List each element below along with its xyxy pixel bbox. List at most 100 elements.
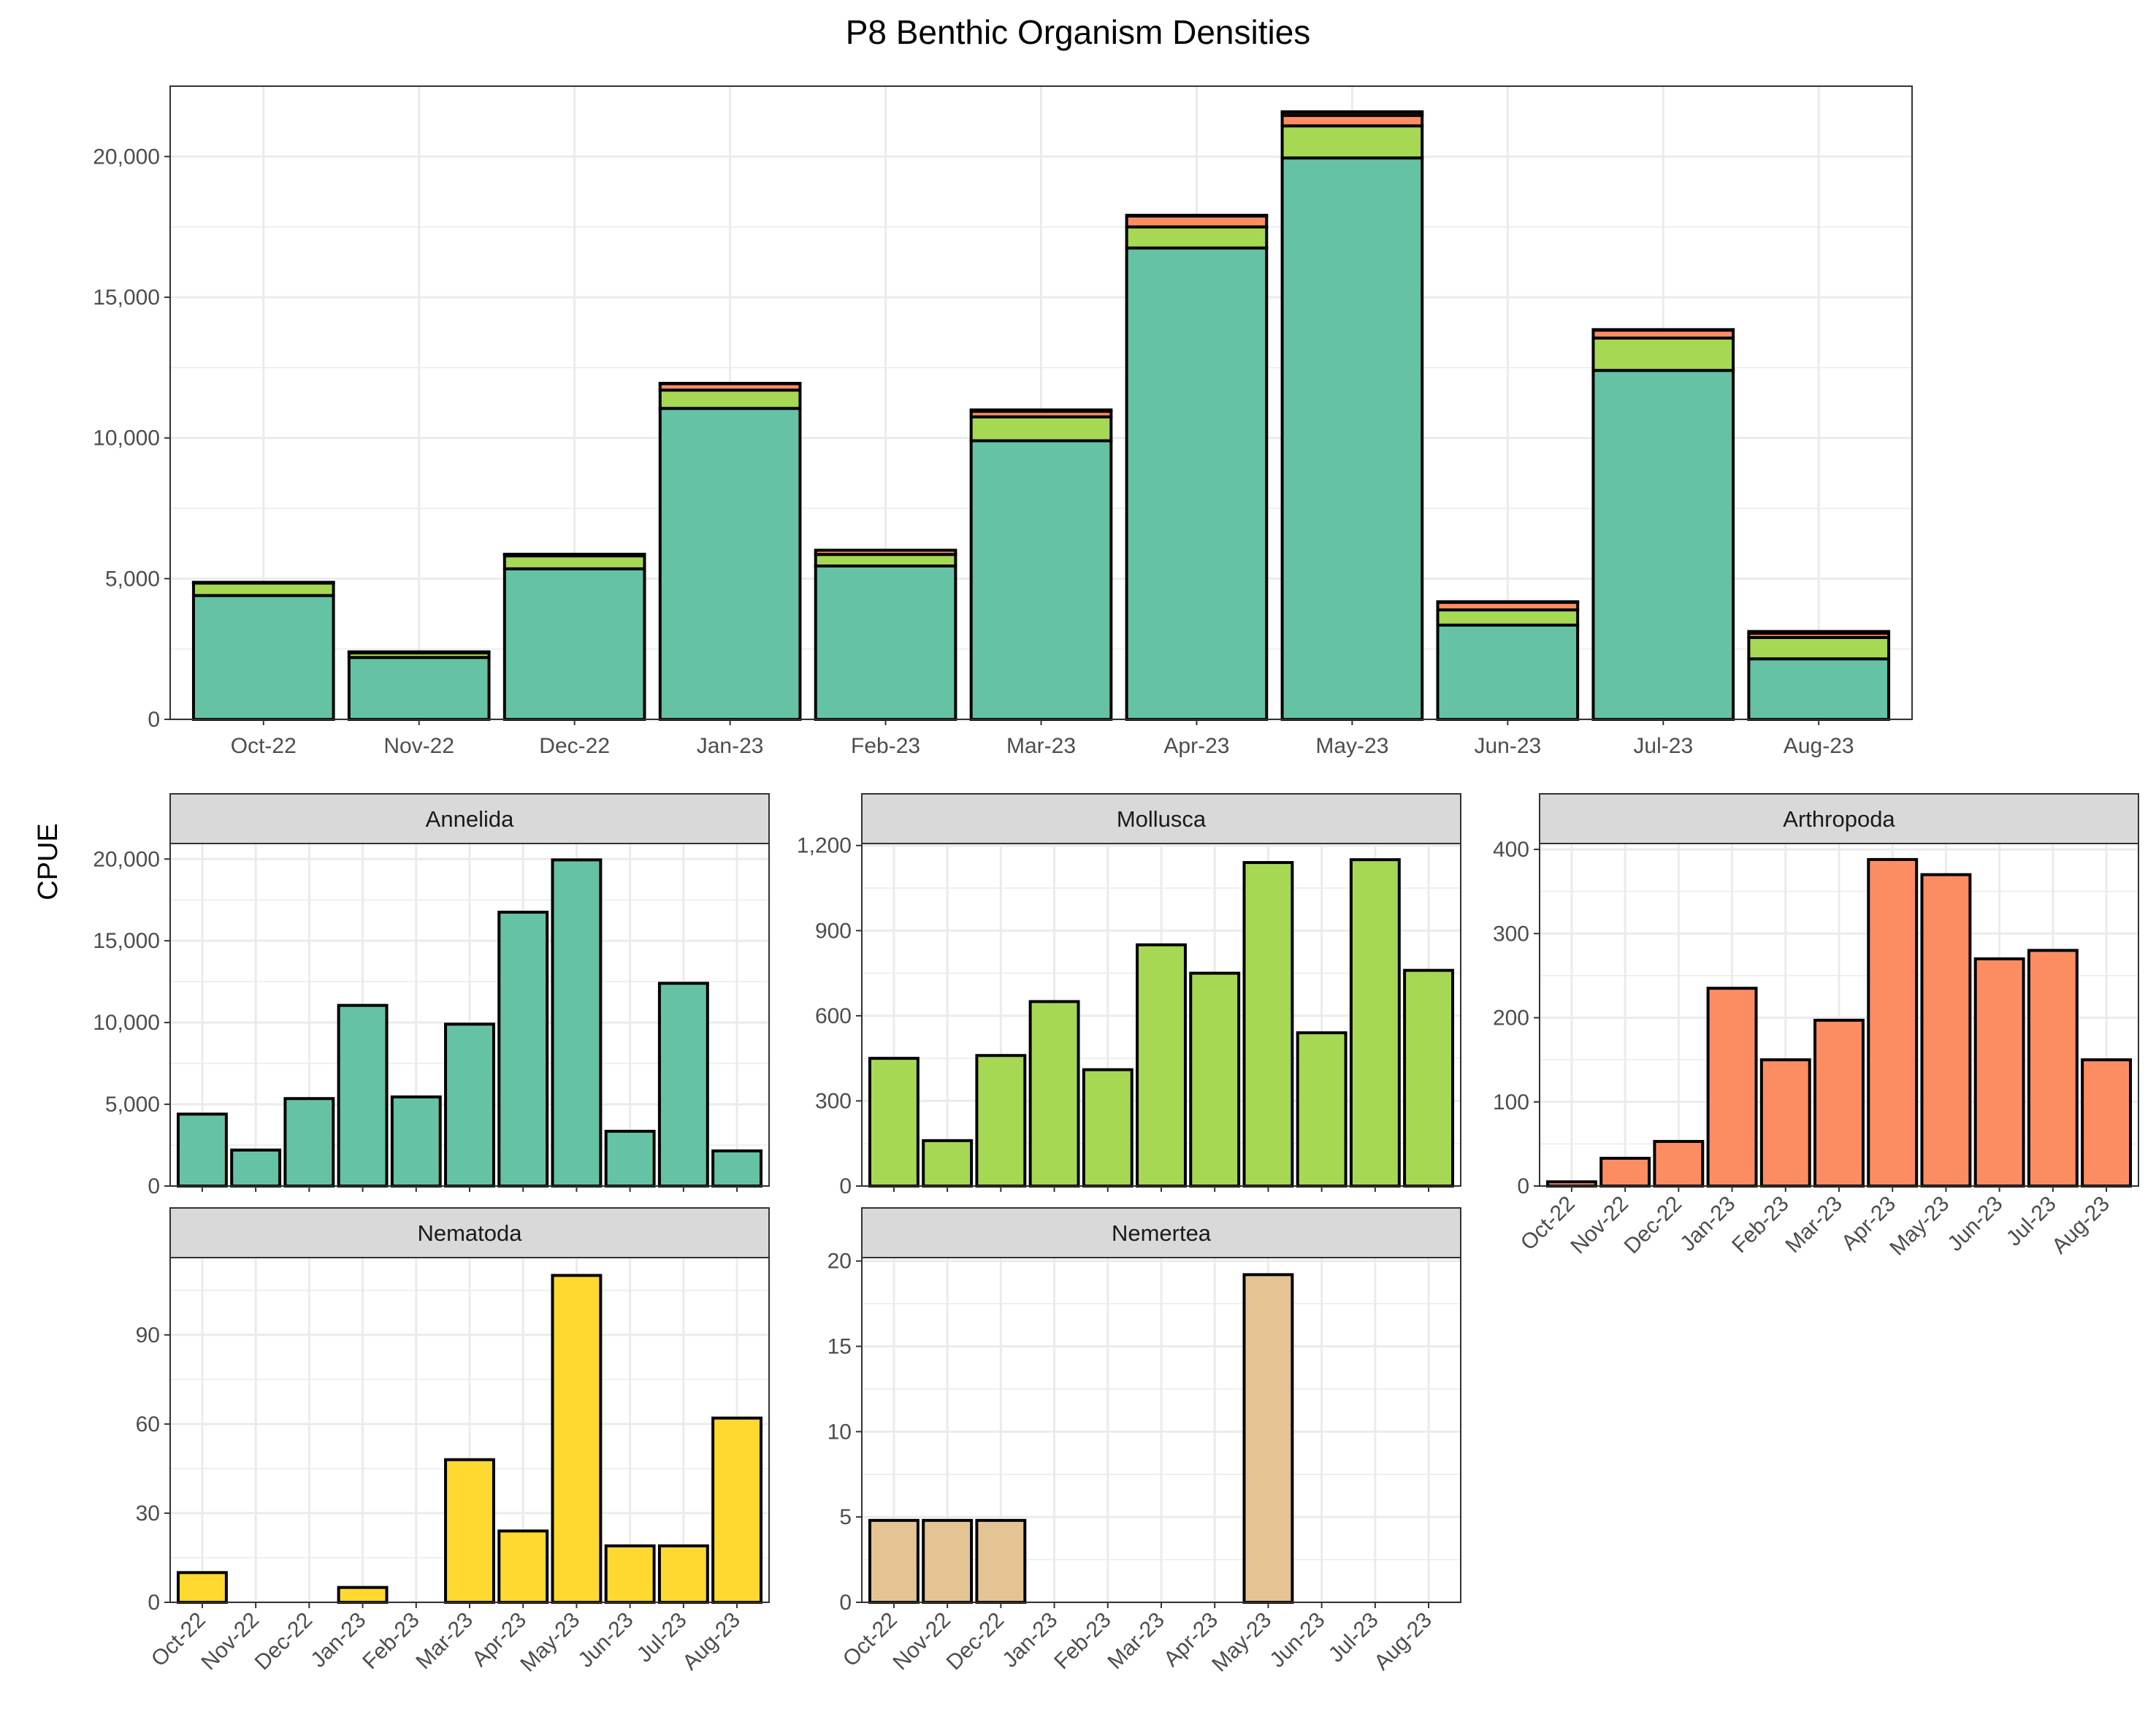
chart-title: P8 Benthic Organism Densities [846, 13, 1311, 51]
bar-nematoda-aug-23 [1747, 630, 1891, 635]
x-tick-label: Nov-22 [383, 734, 454, 758]
bar-jul-23 [657, 982, 709, 1188]
bar-arthropoda-apr-23 [1125, 214, 1269, 229]
x-tick-label: Jun-23 [1474, 734, 1541, 758]
y-tick-label: 30 [136, 1502, 160, 1526]
x-tick-label: Mar-23 [1103, 1608, 1169, 1675]
x-tick-label: Aug-23 [2047, 1192, 2114, 1259]
bar-dec-22 [283, 1097, 335, 1187]
bar-annelida-oct-22 [191, 594, 335, 721]
bar-mollusca-jul-23 [1591, 336, 1735, 372]
bar-mollusca-apr-23 [1125, 225, 1269, 250]
x-tick-label: Jan-23 [697, 734, 764, 758]
bar-mollusca-dec-22 [502, 554, 646, 570]
bar-annelida-dec-22 [502, 567, 646, 722]
bar-annelida-may-23 [1280, 156, 1424, 721]
bar-aug-23 [2081, 1058, 2133, 1188]
bar-mollusca-jan-23 [658, 389, 802, 410]
panel-mollusca: Mollusca 0 300 600 900 1,200 [797, 793, 1461, 1198]
y-axis-label: CPUE [33, 823, 64, 900]
bar-apr-23 [497, 1529, 549, 1604]
strip-background [1539, 793, 2139, 844]
y-tick-label: 20,000 [93, 145, 160, 169]
bar-oct-22 [176, 1571, 228, 1604]
y-tick-label: 0 [1517, 1174, 1529, 1198]
bar-annelida-mar-23 [969, 439, 1113, 722]
panel-annelida: Annelida 0 5,000 10,000 15,000 20,000 [93, 793, 770, 1198]
bar-mollusca-aug-23 [1747, 635, 1891, 661]
panel-nematoda: Nematoda0306090Oct-22Nov-22Dec-22Jan-23F… [136, 1207, 770, 1677]
bar-nov-22 [922, 1139, 974, 1188]
bar-nemertea-dec-22 [502, 552, 646, 556]
bar-may-23 [551, 1274, 603, 1604]
x-tick-label: Jun-23 [1265, 1608, 1329, 1672]
bar-nematoda-apr-23 [1125, 213, 1269, 218]
bar-apr-23 [1189, 971, 1241, 1187]
y-tick-label: 5 [839, 1505, 852, 1529]
strip-background [861, 793, 1461, 844]
x-tick-label: Mar-23 [411, 1608, 478, 1675]
bar-feb-23 [1082, 1068, 1134, 1187]
x-tick-label: Mar-23 [1781, 1192, 1847, 1258]
x-tick-label: Feb-23 [1727, 1192, 1794, 1258]
strip-label: Annelida [426, 806, 514, 832]
x-tick-label: Jul-23 [1633, 734, 1693, 758]
bar-nemertea-oct-22 [191, 581, 335, 584]
y-tick-label: 0 [839, 1591, 852, 1615]
bar-feb-23 [1759, 1058, 1811, 1188]
y-tick-label: 20 [827, 1250, 852, 1274]
bar-dec-22 [975, 1054, 1027, 1187]
strip-background [861, 1207, 1461, 1258]
strip-label: Arthropoda [1783, 806, 1895, 832]
bar-jan-23 [337, 1003, 389, 1187]
bar-nematoda-jan-23 [658, 381, 802, 386]
bar-arthropoda-feb-23 [814, 548, 957, 556]
bar-jul-23 [1349, 858, 1401, 1187]
y-tick-label: 15 [827, 1335, 852, 1359]
bar-may-23 [1242, 861, 1294, 1187]
y-tick-label: 300 [1493, 922, 1529, 946]
x-tick-label: Apr-23 [1163, 734, 1229, 758]
bar-jan-23 [337, 1586, 389, 1604]
bar-nemertea-nov-22 [347, 650, 491, 654]
strip-label: Nemertea [1112, 1220, 1212, 1246]
bar-jan-23 [1706, 987, 1758, 1187]
bar-aug-23 [711, 1149, 763, 1188]
y-tick-label: 15,000 [93, 286, 160, 310]
bar-aug-23 [711, 1416, 763, 1604]
x-tick-label: Dec-22 [1620, 1192, 1687, 1259]
bar-jul-23 [657, 1544, 709, 1604]
bar-apr-23 [497, 911, 549, 1188]
y-tick-label: 900 [815, 919, 852, 943]
y-tick-label: 600 [815, 1004, 852, 1028]
bar-oct-22 [868, 1057, 920, 1188]
panel-arthropoda: Arthropoda0100200300400Oct-22Nov-22Dec-2… [1493, 793, 2139, 1261]
x-tick-label: May-23 [1885, 1192, 1954, 1261]
bar-nematoda-mar-23 [969, 408, 1113, 413]
y-tick-label: 5,000 [105, 1093, 160, 1117]
bar-annelida-nov-22 [347, 656, 491, 722]
bar-nov-22 [922, 1518, 974, 1604]
bar-may-23 [551, 858, 603, 1187]
x-tick-label: Oct-22 [231, 734, 297, 758]
x-tick-label: May-23 [1207, 1608, 1276, 1677]
bar-annelida-feb-23 [814, 564, 957, 722]
bar-dec-22 [1653, 1139, 1705, 1187]
y-tick-label: 5,000 [105, 567, 160, 591]
bar-annelida-jul-23 [1591, 369, 1735, 721]
bar-annelida-apr-23 [1125, 246, 1269, 722]
x-tick-label: Nov-22 [888, 1608, 955, 1675]
x-tick-label: Jan-23 [306, 1608, 370, 1672]
x-tick-label: Mar-23 [1006, 734, 1076, 758]
bar-annelida-jan-23 [658, 407, 802, 721]
bar-jun-23 [604, 1544, 656, 1604]
bar-mar-23 [1813, 1018, 1865, 1187]
stacked-panel: 0 5,000 10,000 15,000 20,000 Oct-22 Nov-22 Dec-… [93, 85, 1913, 758]
strip-label: Nematoda [417, 1220, 522, 1246]
y-tick-label: 10 [827, 1420, 852, 1444]
y-tick-label: 0 [148, 1174, 160, 1198]
x-tick-label: Dec-22 [251, 1608, 318, 1675]
x-tick-label: Dec-22 [942, 1608, 1009, 1675]
y-tick-label: 20,000 [93, 847, 160, 871]
